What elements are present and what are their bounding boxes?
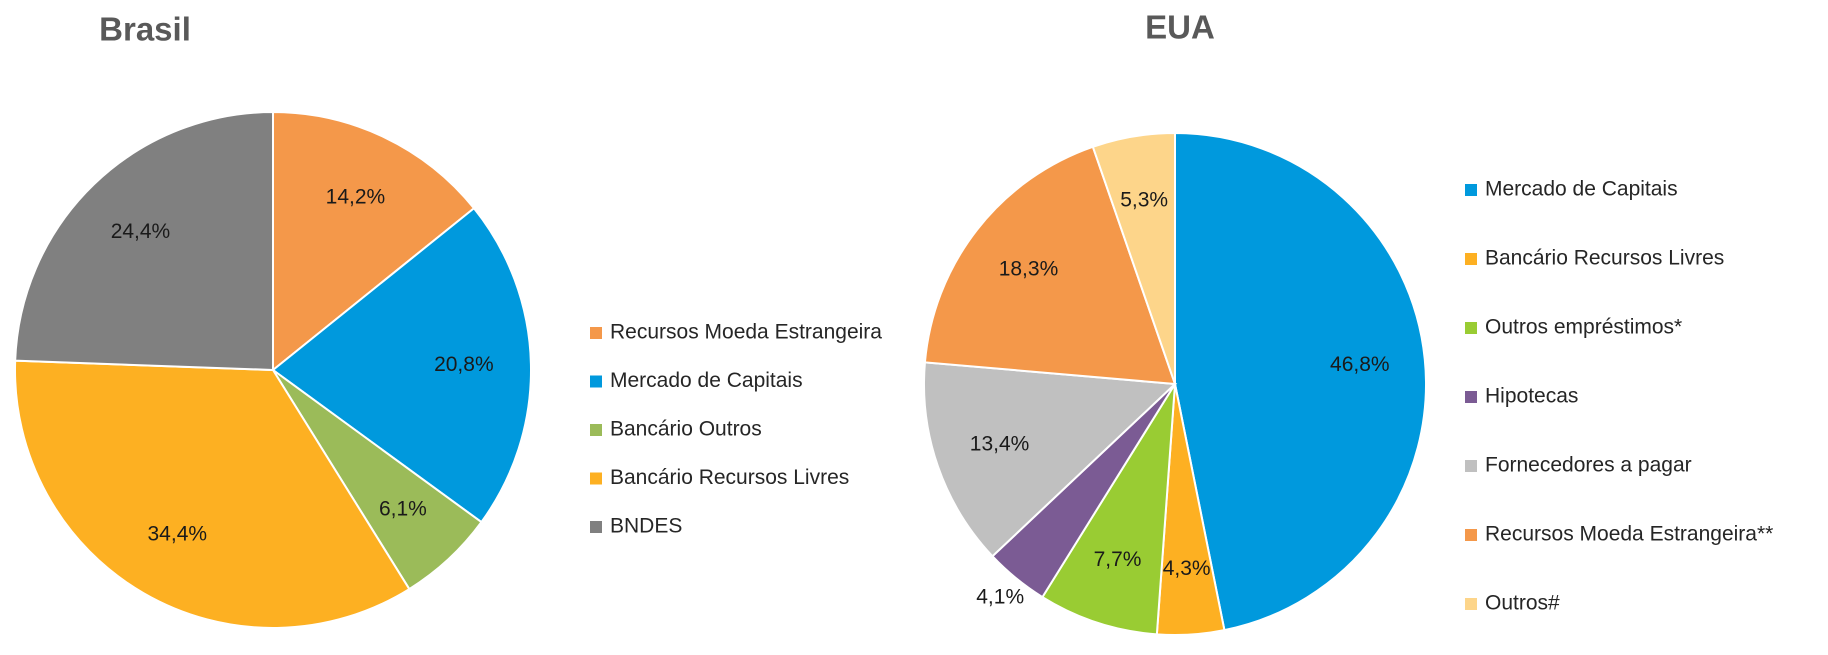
legend-swatch [1465,253,1477,265]
legend-label: Recursos Moeda Estrangeira** [1485,523,1773,546]
legend-label: Hipotecas [1485,385,1578,408]
value-label: 46,8% [1330,353,1390,376]
legend-swatch [590,521,602,533]
legend-swatch [1465,460,1477,472]
value-label: 14,2% [326,185,386,208]
legend-swatch [590,472,602,485]
legend-label: Bancário Recursos Livres [610,466,849,489]
value-label: 4,3% [1163,557,1211,580]
value-label: 7,7% [1094,548,1142,571]
value-label: 5,3% [1120,188,1168,211]
legend-swatch [590,327,602,339]
chart-title: EUA [1145,9,1215,46]
legend-swatch [1465,391,1477,403]
legend-swatch [1465,184,1477,196]
value-label: 4,1% [976,585,1024,608]
legend-label: Outros# [1485,592,1560,615]
legend-label: Mercado de Capitais [1485,178,1678,201]
value-label: 18,3% [999,257,1059,280]
legend-swatch [1465,598,1477,610]
legend-label: Fornecedores a pagar [1485,454,1692,477]
pie-slice [1174,131,1427,632]
pie-slice [14,359,411,629]
legend-swatch [590,375,602,388]
legend-label: Mercado de Capitais [610,369,803,392]
legend-label: Bancário Outros [610,418,762,441]
chart-title: Brasil [99,11,191,48]
legend-label: Outros empréstimos* [1485,316,1682,339]
value-label: 20,8% [434,353,494,376]
value-label: 34,4% [148,523,208,546]
legend-label: Recursos Moeda Estrangeira [610,321,882,344]
value-label: 24,4% [111,220,171,243]
pie-slice [1041,383,1176,636]
pie-slice [14,110,274,372]
pie-slice [923,361,1178,558]
pie-slice [271,206,532,524]
legend-swatch [1465,529,1477,541]
legend-swatch [1465,322,1477,334]
legend-label: BNDES [610,515,682,538]
pie-slice [1091,131,1176,385]
legend-label: Bancário Recursos Livres [1485,247,1724,270]
value-label: 6,1% [379,497,427,520]
pie-slice [272,110,476,373]
legend-swatch [590,424,602,436]
value-label: 13,4% [970,433,1030,456]
